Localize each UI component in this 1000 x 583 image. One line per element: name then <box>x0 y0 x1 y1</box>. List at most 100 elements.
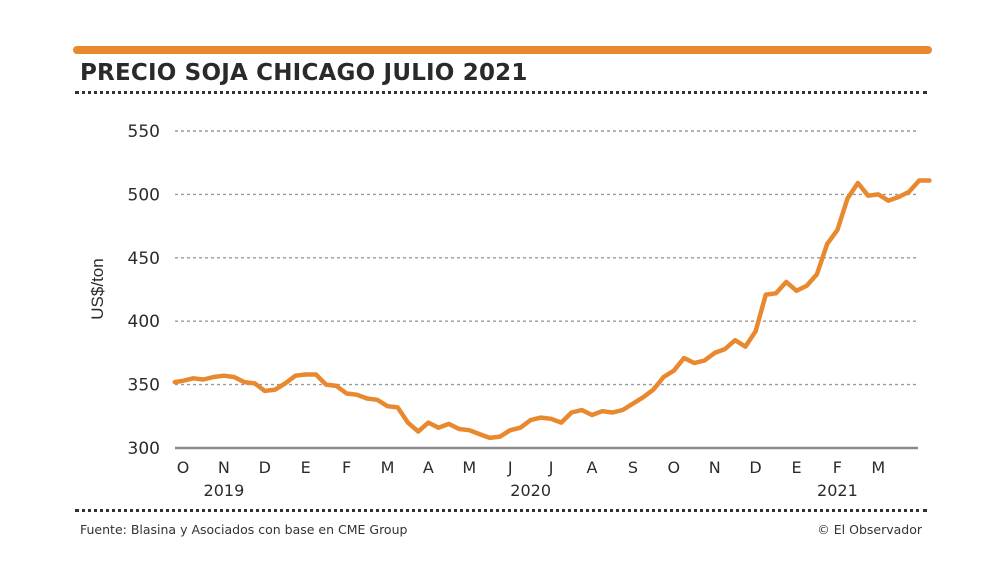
data-point-58 <box>764 293 767 296</box>
data-point-62 <box>805 284 808 287</box>
data-point-54 <box>723 347 727 351</box>
data-point-44 <box>621 408 624 412</box>
data-point-7 <box>243 380 246 384</box>
data-point-27 <box>447 422 450 426</box>
data-point-30 <box>478 432 481 436</box>
data-point-51 <box>693 361 696 365</box>
data-point-20 <box>376 398 379 401</box>
x-tick-label-5: M <box>381 458 395 477</box>
data-point-70 <box>887 199 890 202</box>
data-point-38 <box>560 421 563 424</box>
y-axis-label: US$/ton <box>88 258 107 319</box>
data-point-10 <box>273 388 277 391</box>
data-point-25 <box>427 421 430 424</box>
data-point-1 <box>181 379 185 382</box>
data-point-18 <box>355 393 358 396</box>
data-point-73 <box>918 179 921 182</box>
data-point-72 <box>907 190 911 194</box>
x-tick-label-15: E <box>791 458 801 477</box>
data-point-29 <box>468 429 471 432</box>
data-point-23 <box>406 421 410 424</box>
data-point-48 <box>662 375 665 379</box>
x-tick-label-1: N <box>218 458 230 477</box>
data-point-68 <box>866 194 870 197</box>
data-point-12 <box>294 374 297 377</box>
x-axis: O N D E F M A M J J A S O N D E F M 2019 2020 2021 <box>177 458 886 500</box>
data-point-3 <box>202 378 205 381</box>
x-tick-label-13: N <box>709 458 721 477</box>
x-tick-label-6: A <box>423 458 434 477</box>
data-point-9 <box>263 389 266 393</box>
data-point-47 <box>652 388 655 391</box>
data-point-11 <box>284 382 287 385</box>
data-point-5 <box>222 374 226 377</box>
x-tick-label-0: O <box>177 458 190 477</box>
data-point-17 <box>345 392 348 395</box>
data-point-8 <box>253 382 256 385</box>
y-tick-label-450: 450 <box>128 249 160 269</box>
y-tick-label-350: 350 <box>128 376 160 396</box>
data-point-65 <box>836 228 839 232</box>
data-point-24 <box>417 430 420 433</box>
y-tick-label-400: 400 <box>128 312 160 332</box>
data-point-46 <box>641 396 645 399</box>
y-tick-label-550: 550 <box>128 122 160 142</box>
data-point-15 <box>324 383 328 386</box>
data-point-19 <box>365 397 369 400</box>
data-point-42 <box>601 410 604 413</box>
data-point-45 <box>631 402 635 405</box>
top-accent-rule <box>73 46 932 54</box>
series-group <box>172 178 932 441</box>
x-tick-label-10: A <box>587 458 598 477</box>
data-point-74 <box>928 179 931 182</box>
data-point-14 <box>314 373 318 376</box>
x-tick-label-14: D <box>749 458 761 477</box>
x-tick-label-3: E <box>301 458 311 477</box>
data-point-43 <box>611 411 614 414</box>
data-point-33 <box>509 429 512 432</box>
y-tick-label-300: 300 <box>128 439 160 459</box>
x-tick-label-7: M <box>462 458 476 477</box>
data-point-71 <box>897 195 900 199</box>
data-point-64 <box>826 242 829 246</box>
year-label-2020: 2020 <box>510 481 551 500</box>
data-point-69 <box>877 193 880 196</box>
footer-divider <box>75 509 927 512</box>
data-point-67 <box>856 181 860 185</box>
x-tick-label-2: D <box>259 458 271 477</box>
data-point-32 <box>498 435 502 438</box>
data-point-21 <box>386 405 389 408</box>
year-label-2021: 2021 <box>817 481 858 500</box>
data-point-35 <box>529 418 532 422</box>
data-point-34 <box>519 426 522 429</box>
data-point-50 <box>682 356 686 360</box>
data-point-49 <box>672 369 675 372</box>
data-point-37 <box>549 417 553 420</box>
data-point-36 <box>539 416 543 419</box>
data-point-28 <box>457 427 461 431</box>
copyright-credit: © El Observador <box>817 522 922 537</box>
data-point-63 <box>815 273 819 276</box>
data-point-22 <box>396 406 399 409</box>
data-point-52 <box>703 359 706 362</box>
source-note: Fuente: Blasina y Asociados con base en … <box>80 522 408 537</box>
data-point-55 <box>733 339 737 342</box>
data-point-56 <box>744 345 747 348</box>
series-line-0 <box>172 178 932 441</box>
data-point-41 <box>590 413 594 417</box>
data-point-2 <box>192 377 195 380</box>
data-point-39 <box>570 411 573 414</box>
data-point-66 <box>846 197 849 200</box>
x-tick-label-4: F <box>342 458 351 477</box>
y-tick-label-500: 500 <box>128 185 160 205</box>
data-point-4 <box>212 375 215 379</box>
y-axis: 300 350 400 450 500 550 <box>128 122 160 459</box>
x-tick-label-9: J <box>548 458 554 477</box>
data-point-26 <box>437 426 440 429</box>
data-point-31 <box>488 436 491 440</box>
data-point-60 <box>785 280 788 284</box>
x-tick-label-17: M <box>871 458 885 477</box>
data-point-53 <box>713 351 716 355</box>
data-point-59 <box>774 292 778 295</box>
